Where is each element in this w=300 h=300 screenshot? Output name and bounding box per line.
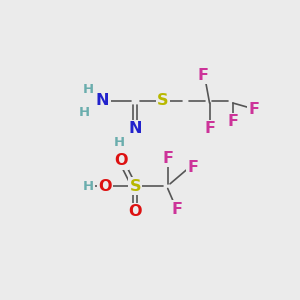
Text: H: H [83, 82, 94, 96]
Text: H: H [113, 136, 124, 149]
Text: O: O [128, 204, 142, 219]
Text: H: H [83, 180, 94, 193]
Text: F: F [188, 160, 199, 175]
Text: O: O [98, 178, 112, 194]
Text: F: F [172, 202, 182, 217]
Text: F: F [248, 102, 259, 117]
Text: N: N [128, 121, 142, 136]
Text: F: F [204, 121, 215, 136]
Text: S: S [129, 178, 141, 194]
Text: N: N [96, 93, 110, 108]
Text: F: F [162, 151, 173, 166]
Text: S: S [157, 93, 169, 108]
Text: F: F [197, 68, 208, 83]
Text: H: H [78, 106, 90, 119]
Text: O: O [115, 153, 128, 168]
Text: F: F [227, 114, 238, 129]
